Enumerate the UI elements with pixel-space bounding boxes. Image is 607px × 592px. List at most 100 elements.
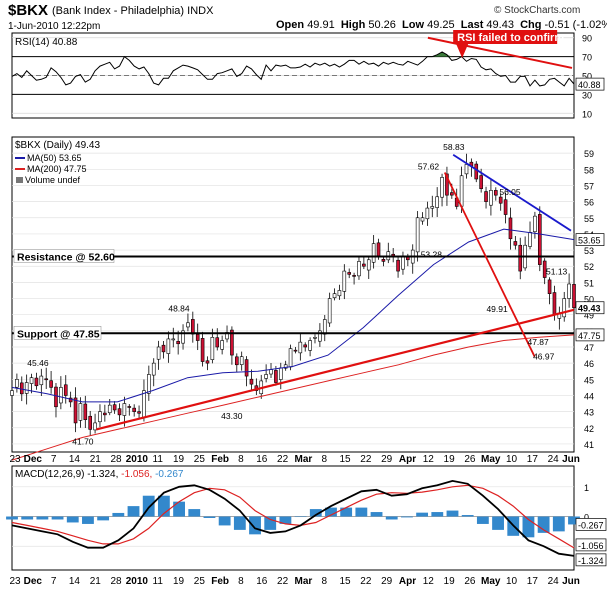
uptrend-line: [96, 308, 575, 431]
macd-legend: MACD(12,26,9) -1.324, -1.056, -0.267: [15, 469, 184, 480]
macd-right-tag-text: -1.324: [578, 556, 604, 566]
x-tick-label: 28: [111, 454, 123, 465]
candle-body: [274, 370, 278, 383]
candle-body: [494, 190, 498, 196]
x-tick-label: 10: [506, 454, 518, 465]
macd-histogram-bar: [492, 516, 504, 530]
rsi-current-tag: [575, 77, 605, 91]
candle-body: [562, 298, 567, 318]
candle-body: [337, 290, 342, 297]
candle-body: [415, 217, 420, 253]
candle-body: [112, 404, 117, 411]
rsi-current-value: 40.88: [578, 80, 601, 90]
candle-body: [205, 360, 210, 364]
peak-label: 58.83: [443, 142, 465, 152]
candle-body: [464, 164, 469, 175]
peak-label: 41.70: [72, 437, 94, 447]
price-tick-label: 41: [584, 440, 594, 450]
rsi-annotation-text: RSI failed to confirm: [457, 32, 564, 44]
candle-body: [572, 284, 576, 309]
candle-body: [151, 362, 156, 376]
candle-body: [332, 293, 337, 299]
macd-histogram-bar: [461, 515, 474, 517]
x-tick-label: 22: [277, 454, 289, 465]
price-tick-label: 42: [584, 424, 594, 434]
price-tick-label: 57: [584, 181, 594, 191]
x-tick-label: 2010: [126, 454, 149, 465]
x-tick-label: 10: [506, 576, 518, 587]
macd-histogram-bar: [173, 501, 185, 517]
x-tick-label: 19: [173, 454, 185, 465]
candle-body: [142, 390, 146, 418]
candle-body: [362, 263, 366, 267]
x-tick-label: 24: [548, 454, 560, 465]
candle-body: [88, 415, 92, 430]
candle-body: [298, 341, 303, 354]
macd-histogram-bar: [6, 516, 18, 520]
candle-body: [401, 256, 405, 270]
macd-right-tag: [575, 553, 607, 567]
rsi-panel: 90 70 50 30 10 RSI(14) 40.88 RSI failed to con…: [11, 30, 605, 119]
macd-tick-label: 1: [584, 483, 589, 493]
candle-body: [293, 349, 298, 352]
macd-histogram-bar: [233, 516, 246, 530]
candle-body: [19, 382, 24, 395]
x-tick-label: May: [481, 576, 501, 587]
candle-body: [484, 191, 488, 202]
macd-histogram-bar: [537, 516, 550, 533]
rsi-annotation-arrow: [456, 44, 469, 58]
candle-body: [171, 338, 176, 341]
peak-label: 49.91: [486, 304, 508, 314]
price-tick-label: 56: [584, 198, 594, 208]
x-tick-label: 17: [527, 576, 539, 587]
candle-body: [366, 259, 371, 271]
candle-body: [430, 206, 435, 209]
macd-legend-main: MACD(12,26,9) -1.324,: [15, 469, 121, 480]
peak-label: 57.62: [418, 161, 440, 171]
open-label: Open: [276, 19, 305, 31]
candle-body: [215, 337, 220, 348]
symbol-title: $BKX: [8, 2, 49, 19]
candle-body: [498, 196, 503, 204]
x-tick-label: 7: [51, 576, 57, 587]
support-label: Support @ 47.85: [17, 328, 100, 340]
x-tick-label: Apr: [399, 454, 416, 465]
rsi-tick-label: 30: [582, 90, 592, 100]
candle-body: [435, 196, 439, 208]
price-right-tag-text: 47.75: [578, 331, 601, 341]
candle-body: [137, 411, 141, 414]
open-value: 49.91: [307, 19, 335, 31]
x-tick-label: Jun: [562, 454, 580, 465]
macd-histogram-bar: [552, 516, 565, 532]
macd-histogram-bar: [127, 506, 140, 517]
macd-line: [11, 479, 575, 557]
x-tick-label: 8: [238, 576, 244, 587]
rsi-tick-label: 70: [582, 53, 592, 63]
macd-histogram-bar: [112, 512, 125, 517]
peak-label: 47.87: [527, 337, 549, 347]
price-tick-label: 47: [584, 343, 594, 353]
price-tick-label: 55: [584, 214, 594, 224]
candle-body: [352, 275, 356, 277]
x-tick-label: Jun: [562, 576, 580, 587]
macd-histogram-bar: [21, 516, 34, 520]
x-tick-label: Apr: [399, 576, 416, 587]
candle-body: [63, 384, 68, 396]
candle-body: [283, 364, 288, 369]
candle-body: [318, 330, 322, 342]
candle-body: [244, 359, 249, 377]
candle-body: [103, 412, 107, 416]
candle-body: [381, 259, 386, 262]
high-value: 50.26: [368, 19, 396, 31]
x-tick-label: 14: [69, 576, 81, 587]
rsi-annotation-box: [453, 30, 558, 44]
x-tick-label: 28: [111, 576, 123, 587]
low-value: 49.25: [427, 19, 455, 31]
price-tick-label: 46: [584, 359, 594, 369]
x-tick-label: 8: [321, 576, 327, 587]
macd-histogram-bar: [355, 507, 368, 517]
macd-histogram-bar: [309, 509, 322, 517]
macd-right-tag: [575, 518, 607, 531]
x-tick-label: 8: [321, 454, 327, 465]
ma50-legend: MA(50) 53.65: [27, 153, 82, 163]
